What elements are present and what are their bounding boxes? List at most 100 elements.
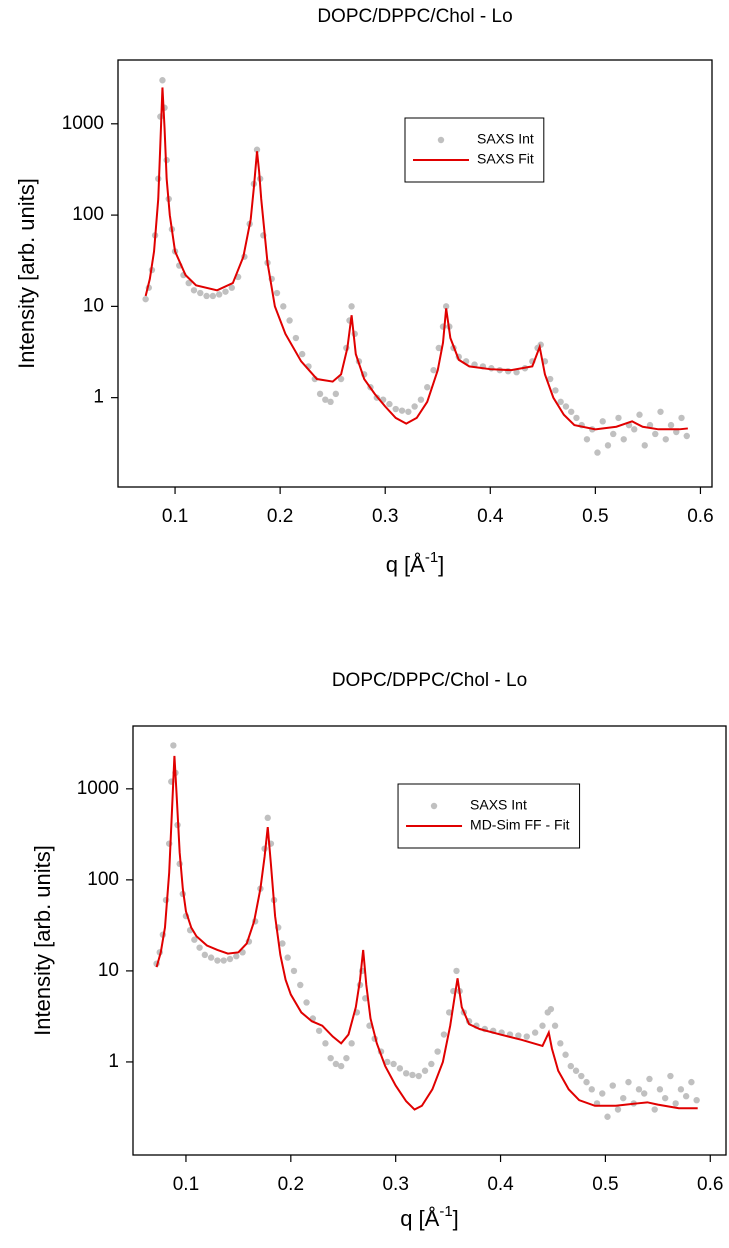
data-point	[386, 400, 393, 408]
data-point	[656, 1086, 664, 1093]
data-point	[651, 1106, 658, 1113]
data-point	[547, 1005, 555, 1013]
y-tick-label: 1	[93, 387, 104, 408]
legend-label: SAXS Int	[477, 131, 534, 147]
data-point	[599, 418, 606, 425]
data-point	[398, 407, 406, 414]
data-point	[578, 1072, 585, 1080]
data-point	[405, 408, 412, 415]
x-axis-label-part: ]	[453, 1206, 459, 1231]
x-axis-label-part: -1	[425, 549, 438, 566]
data-point	[620, 436, 627, 443]
data-point	[546, 375, 554, 383]
data-point	[197, 289, 204, 297]
data-point	[348, 303, 355, 310]
y-tick-label: 1	[108, 1051, 119, 1072]
data-point	[652, 430, 659, 438]
data-point	[588, 1086, 595, 1093]
legend-marker	[430, 802, 438, 810]
data-point	[693, 1096, 700, 1104]
data-point	[445, 1009, 453, 1016]
data-point	[402, 1070, 410, 1077]
plot-area	[142, 77, 690, 456]
data-point	[615, 414, 622, 422]
data-point	[315, 1027, 323, 1034]
data-point	[515, 1032, 522, 1039]
data-point	[635, 1086, 643, 1093]
data-point	[678, 414, 685, 422]
data-point	[567, 408, 575, 415]
data-point	[688, 1078, 695, 1086]
data-point	[537, 341, 544, 348]
data-point	[390, 1060, 397, 1068]
data-point	[614, 1106, 622, 1113]
data-point	[625, 1078, 632, 1086]
data-point	[327, 1054, 334, 1062]
y-tick-label: 1000	[62, 113, 104, 134]
data-point	[567, 1062, 575, 1070]
data-point	[610, 430, 617, 438]
data-point	[316, 390, 324, 398]
data-point	[207, 954, 215, 961]
data-point	[677, 1086, 685, 1093]
data-point	[523, 1033, 530, 1040]
legend-marker	[437, 136, 445, 144]
plot-frame	[132, 725, 727, 1156]
data-point	[203, 292, 210, 300]
chart-title: DOPC/DPPC/Chol - Lo	[317, 6, 512, 27]
data-point	[646, 1075, 653, 1083]
data-point	[332, 1060, 340, 1068]
data-point	[662, 436, 669, 443]
x-axis-label: q [Å-1]	[386, 549, 445, 577]
data-point	[572, 1067, 580, 1074]
data-point	[185, 279, 192, 287]
y-tick-label: 100	[72, 204, 104, 225]
data-point	[348, 1040, 355, 1047]
data-point	[667, 1072, 674, 1080]
x-tick-label: 0.1	[173, 1174, 199, 1195]
chart: DOPC/DPPC/Chol - Lo q [Å-1] Intensity [arb…	[30, 670, 727, 1231]
x-tick-label: 0.2	[267, 506, 293, 527]
data-point	[430, 366, 437, 374]
data-point	[583, 436, 591, 443]
x-tick-label: 0.4	[487, 1174, 514, 1195]
data-point	[609, 1082, 616, 1089]
data-point	[322, 396, 329, 403]
data-point	[290, 967, 298, 975]
data-point	[303, 999, 310, 1006]
y-tick-label: 10	[98, 960, 119, 981]
data-point	[190, 287, 198, 294]
data-point	[253, 146, 261, 153]
data-point	[292, 334, 300, 342]
x-tick-label: 0.3	[372, 506, 398, 527]
data-point	[435, 344, 442, 352]
legend: SAXS Int SAXS Fit	[404, 117, 545, 183]
plot-area	[153, 742, 700, 1120]
data-point	[396, 1065, 404, 1072]
x-tick-label: 0.6	[687, 506, 713, 527]
data-point	[384, 1058, 391, 1066]
data-point	[220, 957, 227, 964]
legend-label: SAXS Fit	[477, 151, 534, 167]
legend-box	[397, 783, 581, 849]
data-point	[661, 1094, 669, 1102]
data-point	[142, 295, 149, 303]
legend-box	[404, 117, 545, 183]
y-axis-label: Intensity [arb. units]	[30, 845, 55, 1036]
x-axis-label-part: -1	[439, 1203, 452, 1220]
y-tick-label: 10	[83, 295, 104, 316]
data-point	[599, 1090, 606, 1097]
legend-label: MD-Sim FF - Fit	[470, 817, 570, 833]
data-point	[531, 1029, 539, 1036]
data-point	[222, 288, 229, 295]
data-point	[672, 1100, 679, 1107]
data-point	[191, 936, 198, 943]
chart-title: DOPC/DPPC/Chol - Lo	[332, 670, 527, 691]
data-point	[424, 384, 431, 391]
data-point	[442, 303, 450, 310]
data-point	[434, 1048, 441, 1055]
data-point	[417, 396, 425, 403]
data-point	[228, 284, 235, 291]
data-point	[337, 1062, 345, 1070]
